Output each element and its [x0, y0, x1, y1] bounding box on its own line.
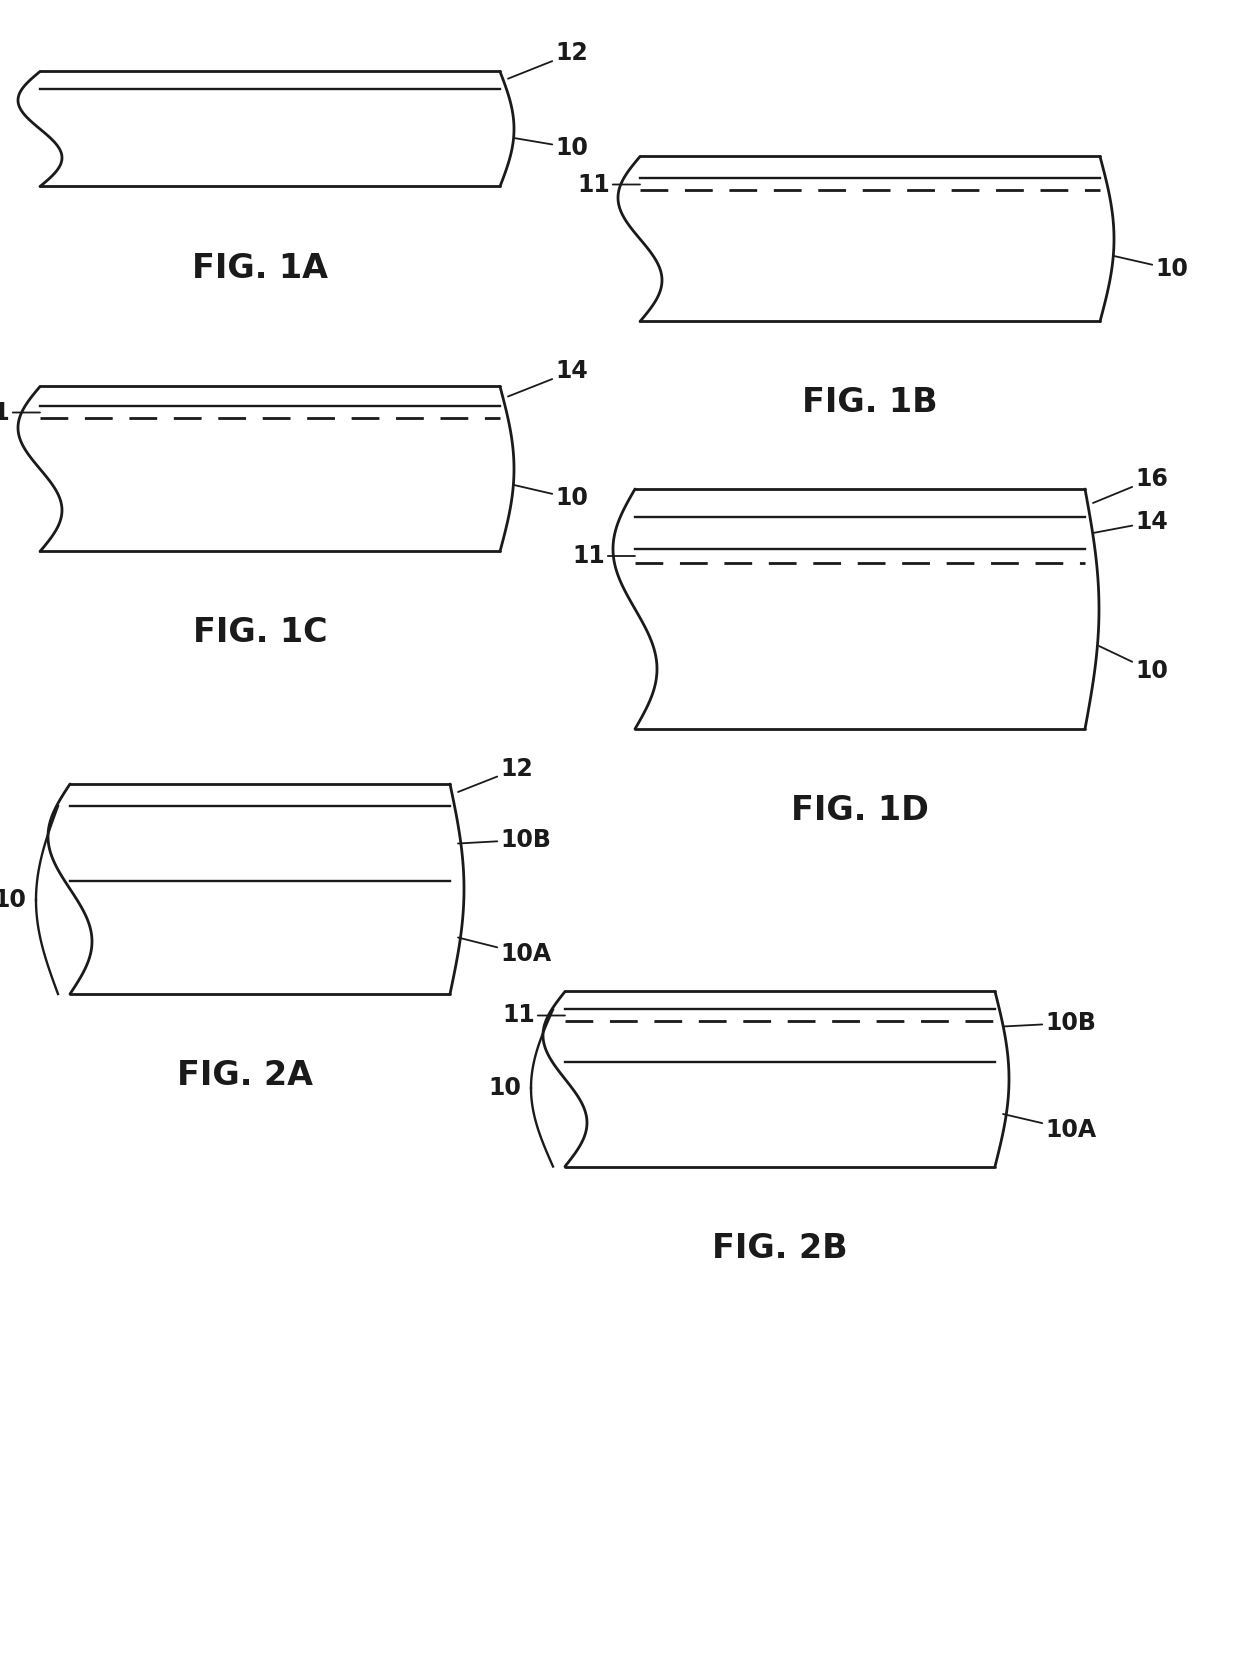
Text: 10: 10: [489, 1077, 521, 1100]
Text: FIG. 1C: FIG. 1C: [192, 616, 327, 649]
Text: 10A: 10A: [458, 938, 551, 966]
Text: FIG. 2B: FIG. 2B: [712, 1232, 848, 1265]
Text: 11: 11: [502, 1003, 565, 1028]
Text: 10: 10: [0, 888, 26, 911]
Text: 10B: 10B: [458, 828, 551, 851]
Text: 12: 12: [458, 758, 533, 793]
Text: FIG. 1A: FIG. 1A: [192, 252, 329, 284]
Text: FIG. 2A: FIG. 2A: [177, 1060, 312, 1092]
Text: 10: 10: [515, 486, 588, 511]
Text: 10: 10: [515, 135, 588, 160]
Text: 10: 10: [1099, 646, 1168, 683]
Text: 14: 14: [508, 359, 588, 397]
Text: 16: 16: [1092, 467, 1168, 502]
Text: FIG. 1D: FIG. 1D: [791, 794, 929, 828]
Text: 11: 11: [578, 172, 640, 197]
Text: 11: 11: [0, 401, 40, 424]
Text: 10: 10: [1114, 255, 1188, 280]
Text: 11: 11: [572, 544, 635, 567]
Text: FIG. 1B: FIG. 1B: [802, 387, 937, 419]
Text: 14: 14: [1092, 511, 1168, 534]
Text: 12: 12: [508, 42, 588, 78]
Text: 10B: 10B: [1003, 1011, 1096, 1035]
Text: 10A: 10A: [1003, 1113, 1096, 1142]
